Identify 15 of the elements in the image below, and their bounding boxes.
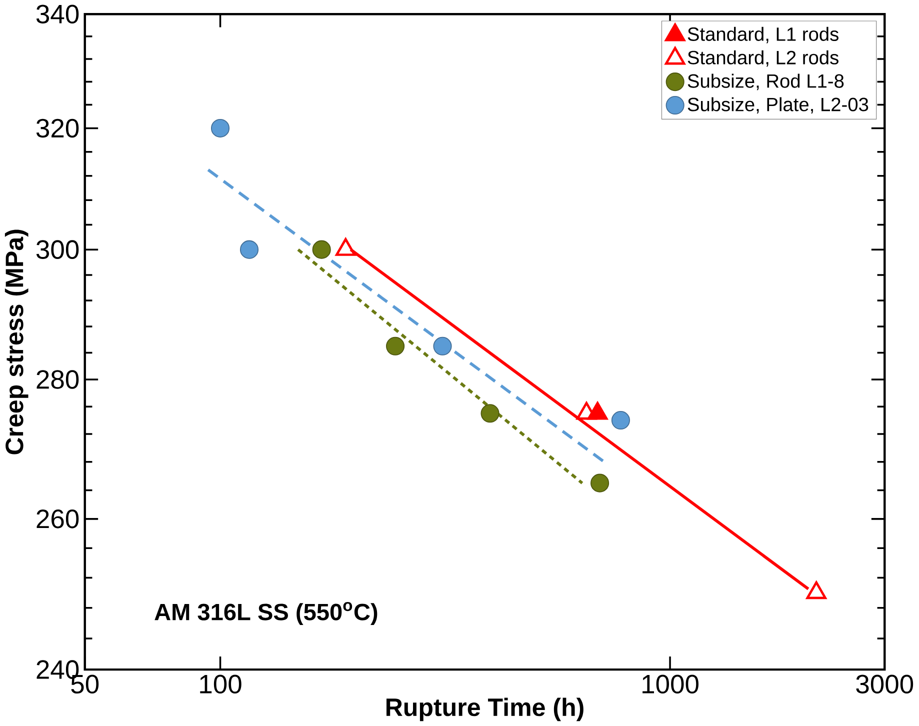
y-tick-label: 260	[36, 509, 79, 528]
legend-label: Standard, L2 rods	[688, 50, 838, 67]
x-tick-label: 100	[200, 674, 242, 694]
legend-label: Subsize, Plate, L2-03	[688, 97, 868, 114]
y-tick-label: 300	[36, 240, 79, 259]
x-tick-label: 1000	[642, 674, 698, 694]
y-tick-label: 320	[36, 118, 79, 138]
annotation: AM 316L SS (550$^{o}$C)	[154, 602, 378, 625]
y-tick-label: 280	[36, 370, 79, 389]
y-tick-label: 340	[36, 4, 79, 24]
x-axis-title: Rupture Time (h)	[386, 698, 584, 722]
legend-label: Standard, L1 rods	[688, 26, 838, 44]
y-axis-title: Creep stress (MPa)	[4, 230, 28, 454]
x-tick-label: 3000	[856, 674, 914, 694]
legend-label: Subsize, Rod L1-8	[688, 74, 844, 90]
